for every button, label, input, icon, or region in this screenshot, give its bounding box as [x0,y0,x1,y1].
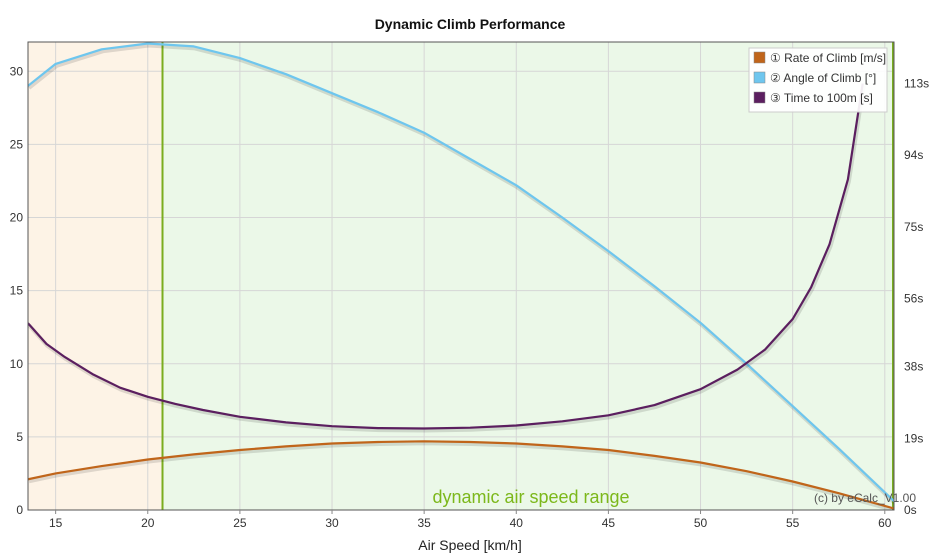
series-1-line [28,440,894,510]
y2-tick-label: 56s [904,292,923,306]
x-tick-label: 50 [694,516,708,530]
legend-label-1: ① Rate of Climb [m/s] [770,51,886,65]
series-2-line [28,42,894,502]
speed-zones [28,42,895,510]
x-tick-label: 25 [233,516,247,530]
x-tick-label: 30 [325,516,339,530]
y-tick-label: 20 [10,211,24,225]
y-tick-label: 25 [10,137,24,151]
legend-label-2: ② Angle of Climb [°] [770,71,876,85]
y-tick-label: 10 [10,357,24,371]
x-tick-label: 55 [786,516,800,530]
low-speed-zone [28,42,163,510]
y2-tick-label: 75s [904,220,923,234]
y-tick-label: 0 [16,503,23,517]
legend-swatch-1 [753,51,766,64]
x-axis-ticks: 15 20 25 30 35 40 45 50 55 60 [49,510,892,530]
legend-label-3: ③ Time to 100m [s] [770,91,873,105]
x-tick-label: 60 [878,516,892,530]
legend-swatch-2 [753,71,766,84]
series-1-shadow [28,441,894,510]
y2-tick-label: 113s [904,77,929,91]
series-3-shadow [28,85,866,433]
credit-label: (c) by eCalc_V1.00 [814,491,916,505]
y-tick-label: 5 [16,430,23,444]
chart-title: Dynamic Climb Performance [375,16,566,32]
y-tick-label: 30 [10,64,24,78]
series-3-line [28,83,864,430]
x-tick-label: 40 [510,516,524,530]
y-tick-label: 15 [10,284,24,298]
chart-legend: ① Rate of Climb [m/s] ② Angle of Climb [°… [748,47,888,113]
x-axis-label: Air Speed [km/h] [418,537,522,553]
dynamic-range-zone [162,42,895,510]
y2-tick-label: 94s [904,148,923,162]
series-layer [28,42,894,510]
y2-tick-label: 19s [904,431,923,445]
range-markers [161,42,894,510]
dynamic-range-label: dynamic air speed range [432,487,629,507]
x-tick-label: 35 [417,516,431,530]
legend-box [748,47,888,113]
y2-tick-label: 0s [904,503,917,517]
y2-tick-label: 38s [904,360,923,374]
grid-lines [28,42,894,511]
x-tick-label: 45 [602,516,616,530]
x-tick-label: 15 [49,516,63,530]
legend-swatch-3 [753,91,766,104]
x-tick-label: 20 [141,516,155,530]
y-axis-ticks: 0 5 10 15 20 25 30 [10,64,24,517]
plot-frame [27,41,895,511]
y2-axis-ticks: 0s 19s 38s 56s 75s 94s 113s [904,77,929,517]
